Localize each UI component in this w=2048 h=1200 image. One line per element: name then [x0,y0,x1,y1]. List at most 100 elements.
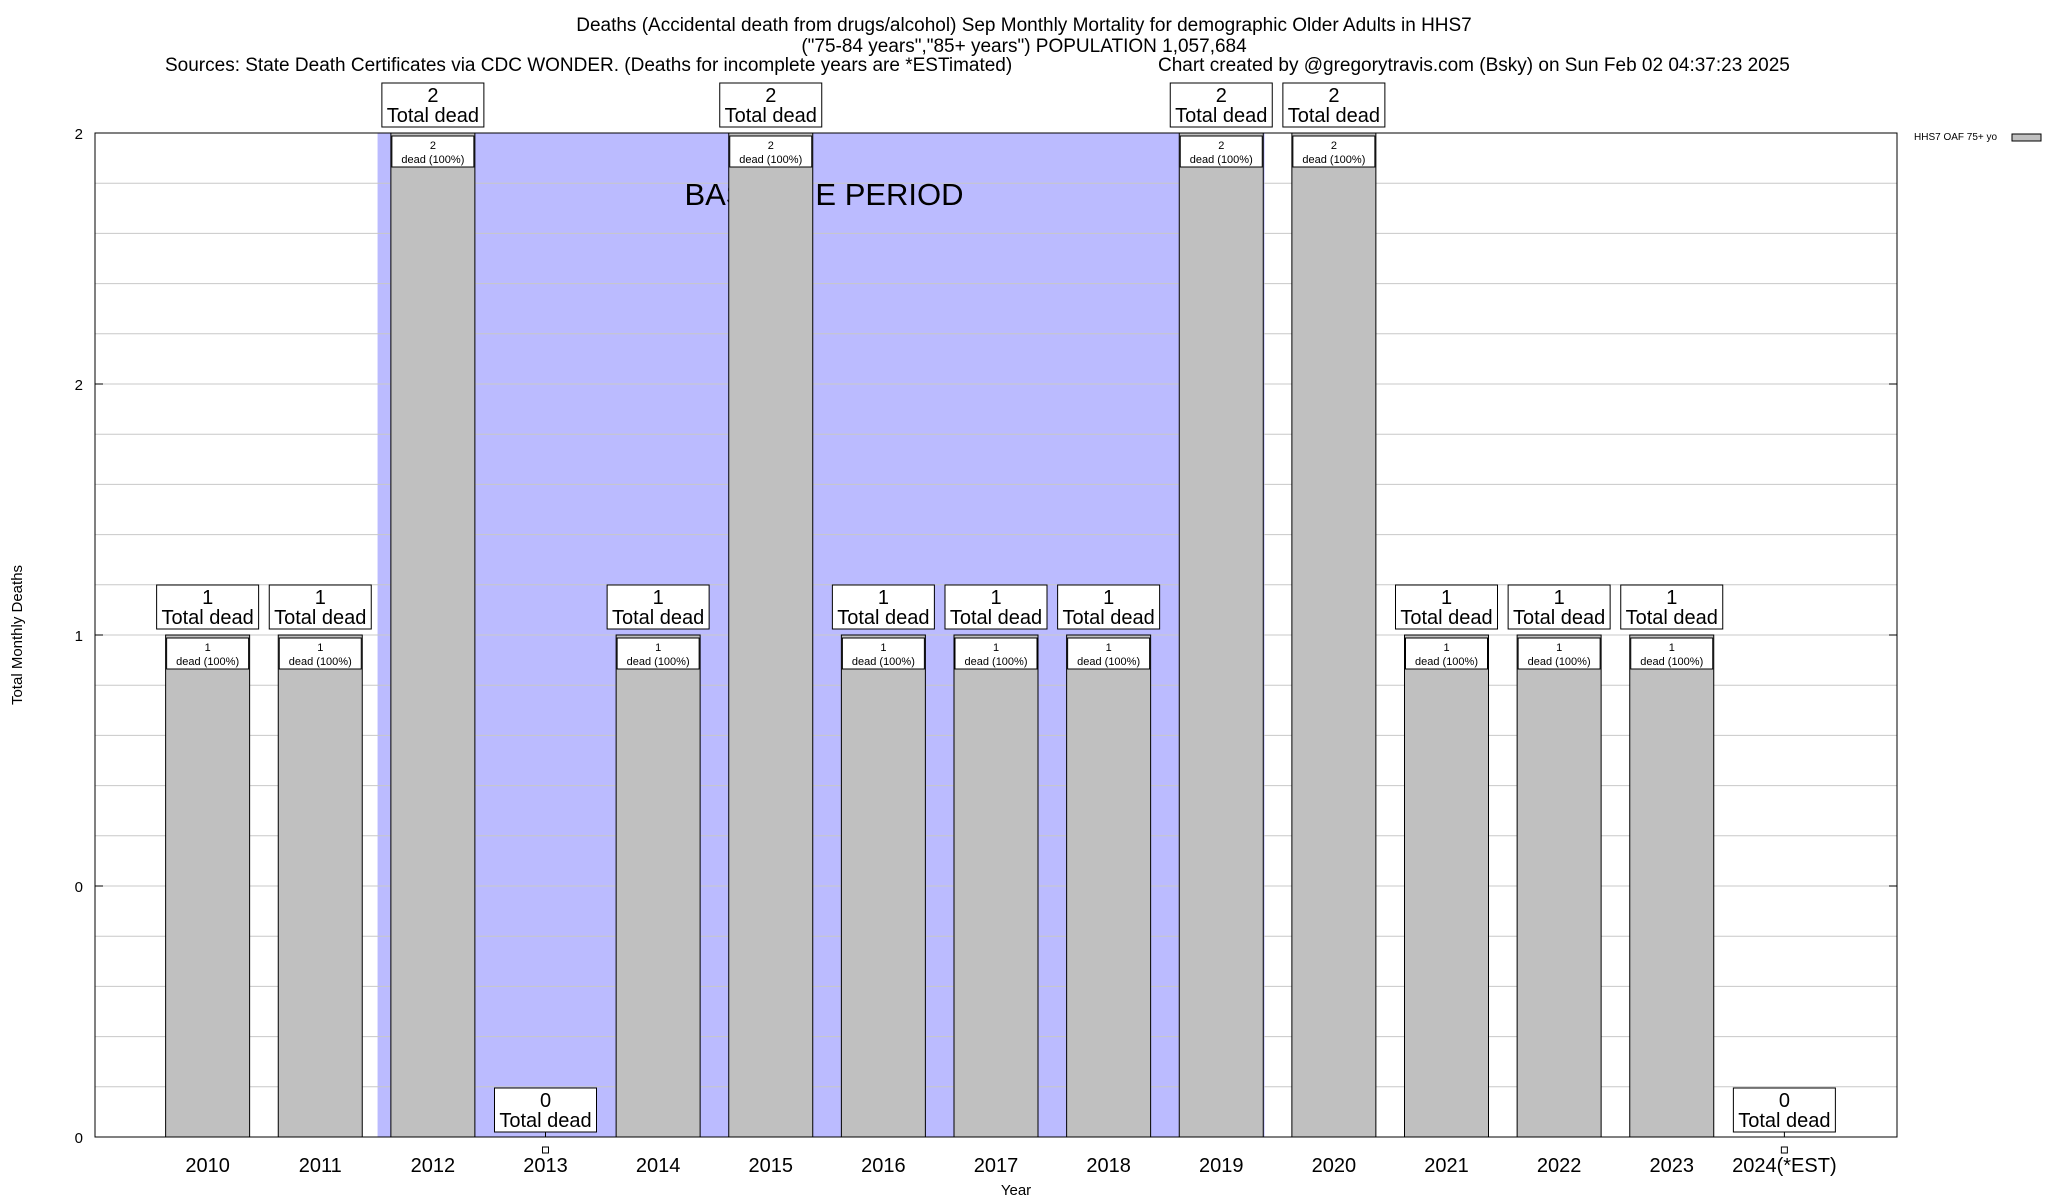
chart-subtitle: ("75-84 years","85+ years") POPULATION 1… [801,36,1247,57]
inner-label-text: dead (100%) [289,656,352,668]
total-label-box [944,584,1048,630]
x-axis-label: Year [1001,1182,1031,1199]
inner-label-box [841,637,925,670]
inner-label-value: 1 [655,642,661,654]
legend-swatch [2011,133,2042,142]
inner-label-text: dead (100%) [1190,154,1253,166]
total-label-value: 1 [1666,587,1677,609]
total-label-value: 0 [1779,1090,1790,1112]
total-label-box [831,584,935,630]
total-label-text: Total dead [1288,105,1380,127]
total-label-box [1282,82,1386,128]
bar [277,634,363,1138]
inner-label-box [1405,637,1488,670]
inner-label-box [954,637,1038,670]
bar [1066,634,1152,1138]
total-label-text: Total dead [1062,607,1154,629]
total-label-text: Total dead [1738,1110,1830,1132]
y-tick-label: 2 [75,126,83,143]
total-label-value: 1 [1441,587,1452,609]
chart-sources: Sources: State Death Certificates via CD… [165,55,1013,76]
inner-label-text: dead (100%) [1302,154,1365,166]
total-label-box [719,82,823,128]
total-label-text: Total dead [274,607,366,629]
bar [390,132,476,1138]
inner-label-value: 1 [1106,642,1112,654]
inner-label-value: 2 [768,140,774,152]
inner-label-box [1179,135,1263,168]
x-tick-label: 2023 [1650,1155,1695,1177]
x-tick-label: 2021 [1424,1155,1469,1177]
inner-label-value: 2 [1218,140,1224,152]
total-label-box [156,584,260,630]
total-label-value: 2 [1328,85,1339,107]
inner-label-text: dead (100%) [1640,656,1703,668]
y-tick-label: 2 [75,377,83,394]
x-tick-label: 2011 [299,1155,342,1177]
inner-label-text: dead (100%) [176,656,239,668]
total-label-box [1169,82,1273,128]
inner-label-box [616,637,700,670]
total-label-text: Total dead [950,607,1042,629]
chart-credit: Chart created by @gregorytravis.com (Bsk… [1158,55,1790,76]
total-label-text: Total dead [1175,105,1267,127]
x-tick-label: 2020 [1312,1155,1357,1177]
x-tick-label: 2017 [974,1155,1019,1177]
total-label-box [1620,584,1724,630]
total-label-value: 0 [540,1090,551,1112]
total-label-text: Total dead [1400,607,1492,629]
total-label-text: Total dead [387,105,479,127]
zero-marker [542,1146,549,1154]
inner-label-text: dead (100%) [1415,656,1478,668]
total-label-value: 2 [765,85,776,107]
bar [1404,634,1489,1138]
inner-label-box [729,135,813,168]
legend-label: HHS7 OAF 75+ yo [1914,132,1998,143]
total-label-text: Total dead [837,607,929,629]
x-tick-label: 2012 [411,1155,456,1177]
y-tick-label: 0 [75,1130,83,1147]
total-label-box [1507,584,1611,630]
inner-label-box [166,637,250,670]
y-tick-label: 0 [75,879,83,896]
total-label-box [1732,1087,1836,1133]
inner-label-value: 1 [1443,642,1449,654]
total-label-value: 2 [1216,85,1227,107]
total-label-value: 1 [315,587,326,609]
inner-label-text: dead (100%) [852,656,915,668]
inner-label-box [1517,637,1601,670]
baseline-label: BASELINE PERIOD [684,177,963,212]
inner-label-text: dead (100%) [627,656,690,668]
total-label-value: 1 [1103,587,1114,609]
total-label-text: Total dead [725,105,817,127]
total-label-value: 1 [1554,587,1565,609]
total-label-value: 1 [202,587,213,609]
zero-marker [1780,1146,1788,1154]
inner-label-box [1630,637,1714,670]
y-tick-label: 1 [75,628,83,645]
total-label-box [381,82,485,128]
chart-title: Deaths (Accidental death from drugs/alco… [576,15,1472,36]
total-label-box [606,584,710,630]
inner-label-text: dead (100%) [1077,656,1140,668]
bar [165,634,251,1138]
x-tick-label: 2024(*EST) [1732,1155,1837,1177]
inner-label-value: 2 [1331,140,1337,152]
bar [840,634,926,1138]
bar [728,132,814,1138]
inner-label-value: 1 [993,642,999,654]
x-tick-label: 2019 [1199,1155,1244,1177]
inner-label-box [278,637,362,670]
bar [615,634,701,1138]
total-label-value: 1 [653,587,664,609]
inner-label-box [391,135,475,168]
total-label-text: Total dead [499,1110,591,1132]
x-tick-label: 2013 [523,1155,568,1177]
total-label-text: Total dead [1626,607,1718,629]
bar [1516,634,1602,1138]
total-label-value: 1 [990,587,1001,609]
total-label-value: 1 [878,587,889,609]
total-label-box [268,584,372,630]
inner-label-text: dead (100%) [739,154,802,166]
